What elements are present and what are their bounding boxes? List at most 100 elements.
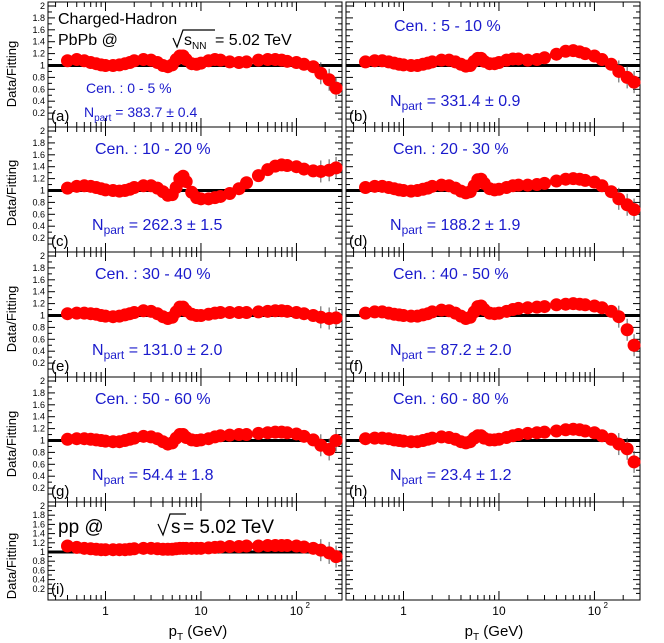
y-tick-label: 1.8 bbox=[32, 263, 45, 273]
svg-text:s: s bbox=[171, 517, 181, 538]
panel-a: 0.2 0.4 0.6 0.81 1.2 1.4 1.6 1.8 2 (a) Cen. : 0 - … bbox=[32, 1, 343, 128]
npart-label: Npart = 383.7 ± 0.4 bbox=[84, 104, 197, 124]
x-axis-title-right: pT (GeV) bbox=[465, 623, 524, 643]
npart-value: = 23.4 ± 1.2 bbox=[422, 467, 511, 484]
data-point bbox=[251, 305, 265, 319]
panel-tag: (c) bbox=[51, 233, 69, 250]
y-tick-label: 0.4 bbox=[32, 575, 45, 585]
y-tick-label: 1.2 bbox=[32, 299, 45, 309]
npart-label: Npart = 131.0 ± 2.0 bbox=[92, 342, 223, 362]
data-point bbox=[322, 442, 336, 456]
data-point bbox=[620, 442, 634, 456]
data-point bbox=[538, 176, 552, 190]
npart-symbol: N bbox=[390, 342, 402, 359]
panel-i: 0.20.40.60.811.21.41.61.821 10 10 2(i) bbox=[32, 501, 343, 618]
data-point bbox=[329, 311, 343, 325]
y-tick-label: 0.4 bbox=[32, 471, 45, 481]
y-tick-label: 1.8 bbox=[32, 510, 45, 520]
npart-sub: part bbox=[402, 473, 423, 487]
data-point bbox=[240, 176, 254, 190]
data-point bbox=[251, 539, 265, 553]
y-tick-label: 0.2 bbox=[32, 233, 45, 243]
data-point bbox=[213, 306, 227, 320]
y-tick-label: 0.6 bbox=[32, 84, 45, 94]
centrality-label: Cen. : 60 - 80 % bbox=[393, 391, 509, 408]
x-tick-label: 10 bbox=[290, 604, 304, 618]
panel-h: (h) Cen. : 60 - 80 % Npart = 23.4 ± 1.2 bbox=[345, 376, 641, 503]
y-tick-label: 1.4 bbox=[32, 287, 45, 297]
npart-sub: part bbox=[94, 113, 111, 124]
npart-value: = 188.2 ± 1.9 bbox=[422, 217, 520, 234]
data-point bbox=[179, 175, 193, 189]
panel-g: 0.2 0.4 0.6 0.81 1.2 1.4 1.6 1.8 2 (g) Cen. : 50 -… bbox=[32, 376, 343, 503]
data-point bbox=[521, 53, 535, 67]
header-suffix: = 5.02 TeV bbox=[215, 32, 292, 49]
x-tick-label: 1 bbox=[400, 604, 407, 618]
y-tick-label: 0.8 bbox=[32, 72, 45, 82]
npart-label: Npart = 23.4 ± 1.2 bbox=[390, 467, 512, 487]
npart-symbol: N bbox=[390, 217, 402, 234]
npart-label: Npart = 188.2 ± 1.9 bbox=[390, 217, 521, 237]
y-tick-label: 2 bbox=[40, 251, 45, 261]
header-prefix: PbPb @ bbox=[58, 32, 118, 49]
y-axis-title-g: Data/Fitting bbox=[4, 411, 19, 477]
data-point bbox=[60, 432, 74, 446]
y-tick-label: 1.8 bbox=[32, 138, 45, 148]
data-point bbox=[329, 161, 343, 175]
panel-empty: 1 10 10 2 bbox=[345, 501, 641, 618]
data-point bbox=[612, 310, 626, 324]
y-tick-label: 0.6 bbox=[32, 209, 45, 219]
y-tick-label: 1.6 bbox=[32, 25, 45, 35]
data-point bbox=[251, 169, 265, 183]
data-point bbox=[538, 300, 552, 314]
panel-tag: (f) bbox=[349, 358, 363, 375]
data-point bbox=[627, 203, 641, 217]
data-point bbox=[280, 539, 294, 553]
data-point bbox=[223, 55, 237, 69]
npart-label: Npart = 54.4 ± 1.8 bbox=[92, 467, 214, 487]
x-axis-title-p: p bbox=[169, 623, 177, 640]
data-point bbox=[329, 550, 343, 564]
y-tick-label: 1 bbox=[40, 186, 45, 196]
y-axis-title-i: Data/Fitting bbox=[4, 533, 19, 599]
data-point bbox=[240, 306, 254, 320]
panels-layer: 0.20.40.60.811.21.41.61.82(a)Cen. : 0 - … bbox=[32, 1, 641, 618]
centrality-label: Cen. : 40 - 50 % bbox=[393, 266, 509, 283]
npart-sub: part bbox=[104, 223, 125, 237]
y-tick-label: 1.2 bbox=[32, 538, 45, 548]
npart-label: Npart = 331.4 ± 0.9 bbox=[390, 93, 521, 113]
data-point bbox=[627, 455, 641, 469]
y-tick-label: 0.8 bbox=[32, 556, 45, 566]
x-axis-title-left: pT (GeV) bbox=[169, 623, 228, 643]
data-point bbox=[511, 178, 525, 192]
y-tick-label: 0.2 bbox=[32, 483, 45, 493]
pp-sqrt-symbol bbox=[157, 513, 186, 537]
panel-b: (b) Cen. : 5 - 10 % Npart = 331.4 ± 0.9 bbox=[345, 1, 641, 128]
x-tick-label: 10 bbox=[492, 604, 506, 618]
y-tick-label: 2 bbox=[40, 1, 45, 11]
y-tick-label: 0.4 bbox=[32, 221, 45, 231]
y-tick-label: 1.6 bbox=[32, 400, 45, 410]
y-tick-label: 1.6 bbox=[32, 150, 45, 160]
panel-e: 0.2 0.4 0.6 0.81 1.2 1.4 1.6 1.8 2 (e) Cen. : 30 -… bbox=[32, 251, 343, 378]
y-tick-label: 0.8 bbox=[32, 197, 45, 207]
panel-tag: (e) bbox=[51, 358, 69, 375]
data-point bbox=[329, 434, 343, 447]
data-point bbox=[627, 75, 641, 89]
y-tick-label: 1.6 bbox=[32, 275, 45, 285]
y-tick-label: 2 bbox=[40, 376, 45, 386]
y-tick-label: 0.8 bbox=[32, 447, 45, 457]
panel-frame bbox=[345, 501, 641, 601]
svg-text:sNN: sNN bbox=[184, 32, 206, 52]
y-tick-label: 0.2 bbox=[32, 108, 45, 118]
x-axis-title-unit: (GeV) bbox=[183, 623, 227, 640]
x-tick-label: 1 bbox=[102, 604, 109, 618]
npart-symbol: N bbox=[92, 342, 104, 359]
y-tick-label: 1.8 bbox=[32, 13, 45, 23]
data-point bbox=[511, 301, 525, 315]
y-tick-label: 0.6 bbox=[32, 459, 45, 469]
centrality-label: Cen. : 50 - 60 % bbox=[95, 391, 211, 408]
data-point bbox=[127, 542, 141, 556]
centrality-label: Cen. : 20 - 30 % bbox=[393, 141, 509, 158]
